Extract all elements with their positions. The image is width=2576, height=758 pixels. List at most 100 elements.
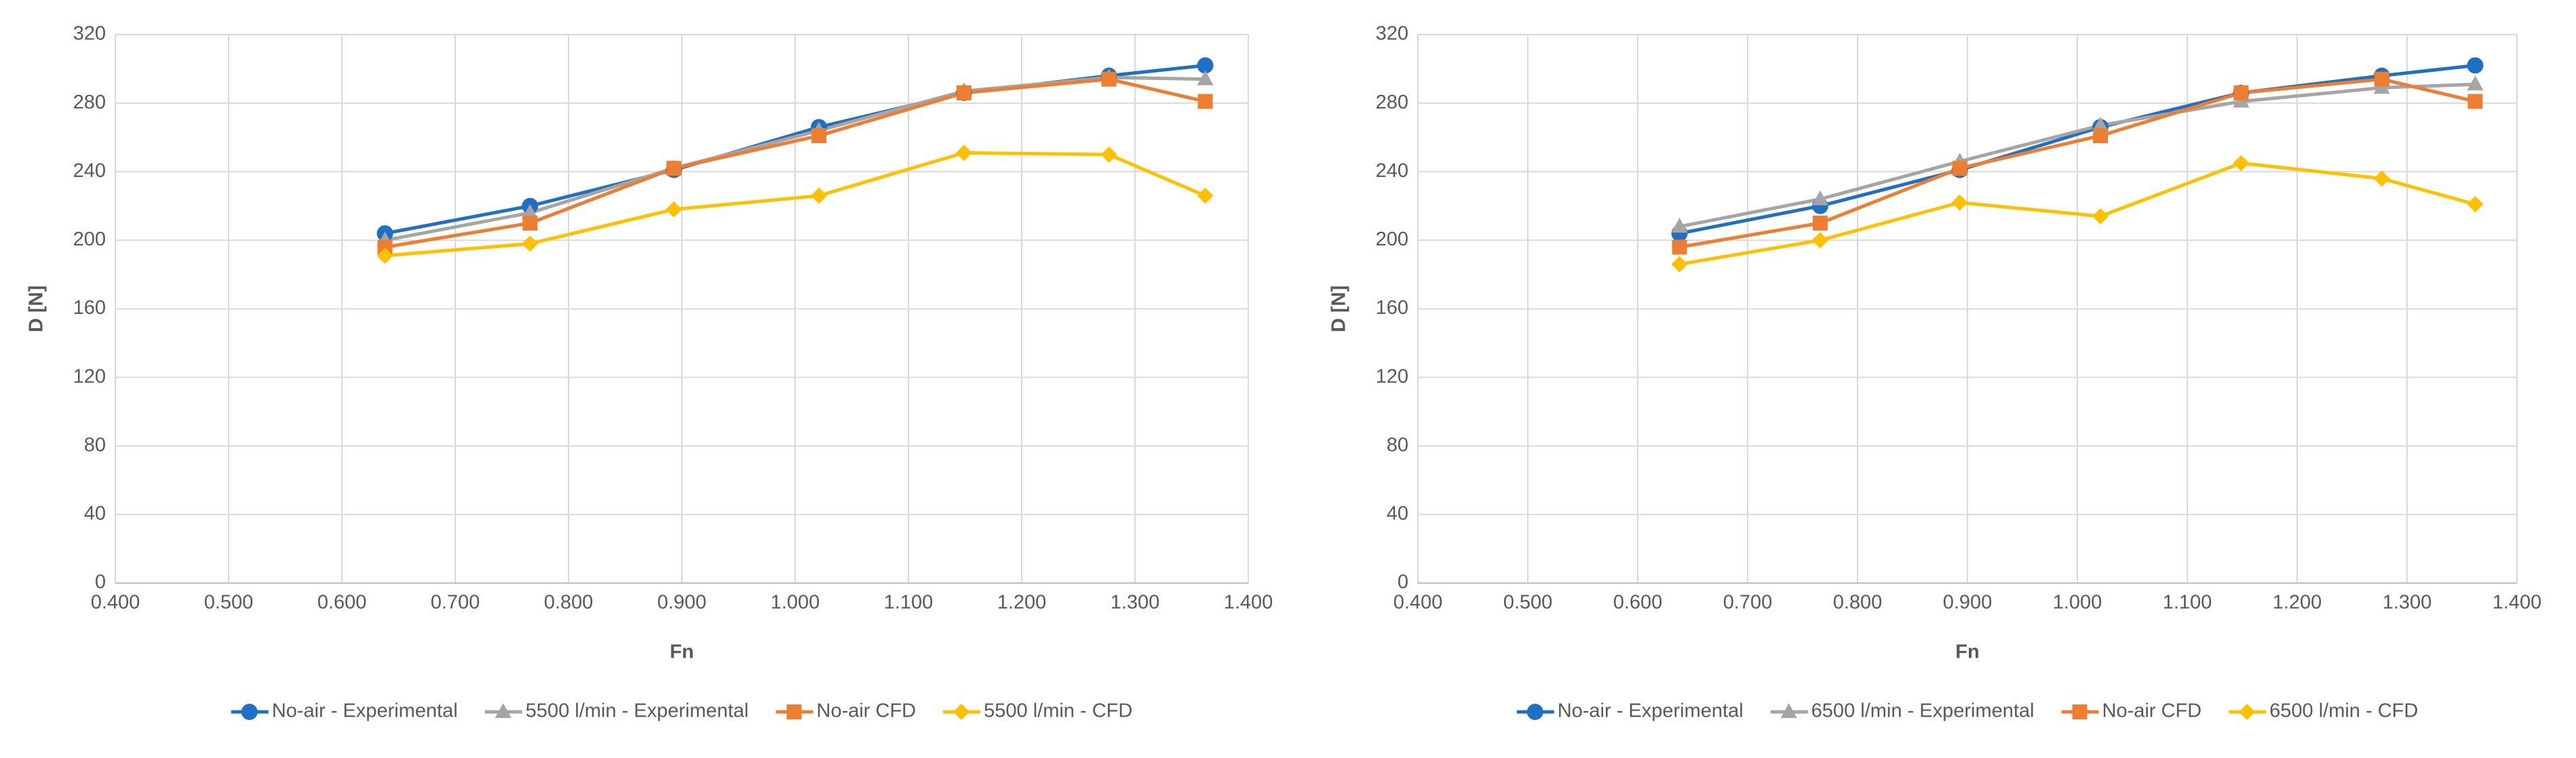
legend-item: 5500 l/min - Experimental	[484, 700, 749, 722]
marker	[955, 144, 972, 161]
x-tick-label: 0.500	[1503, 592, 1553, 614]
marker	[2467, 57, 2484, 74]
marker	[377, 239, 393, 255]
marker	[522, 235, 539, 252]
x-axis-title: Fn	[670, 641, 693, 663]
x-axis-title: Fn	[1955, 641, 1979, 663]
x-tick-label: 1.300	[2383, 592, 2432, 614]
marker	[2467, 75, 2484, 91]
y-tick-label: 40	[1387, 503, 1408, 525]
y-tick-label: 320	[73, 23, 106, 45]
marker	[2233, 85, 2249, 100]
marker	[1197, 70, 1214, 85]
marker	[1811, 232, 1828, 249]
legend-label: 5500 l/min - Experimental	[526, 700, 749, 722]
marker	[953, 704, 970, 720]
x-tick-label: 1.300	[1111, 592, 1160, 614]
chart: 0 40 80 120 160 200 240 280 320 0.400 0.500 0.600 0.…	[1328, 23, 2542, 722]
marker	[1671, 218, 1688, 233]
marker	[377, 247, 393, 264]
y-tick-label: 80	[84, 434, 106, 456]
legend: No-air - Experimental 6500 l/min - Experi…	[1516, 700, 2418, 722]
marker	[956, 85, 972, 100]
x-tick-label: 0.800	[544, 592, 594, 614]
y-axis-title: D [N]	[26, 285, 47, 332]
marker	[2374, 71, 2389, 87]
x-tick-label: 0.500	[204, 592, 254, 614]
marker	[2092, 207, 2109, 224]
y-tick-label: 240	[1376, 160, 1408, 182]
marker	[2093, 128, 2109, 144]
x-tick-label: 0.700	[431, 592, 480, 614]
y-tick-label: 320	[1376, 23, 1408, 45]
legend-item: No-air CFD	[775, 700, 917, 722]
x-tick-label: 1.100	[884, 592, 934, 614]
y-tick-label: 120	[1376, 365, 1408, 387]
marker	[522, 203, 539, 219]
y-tick-label: 280	[1376, 92, 1408, 113]
marker	[666, 201, 683, 218]
legend-item: No-air - Experimental	[231, 700, 458, 722]
y-tick-label: 160	[73, 297, 106, 319]
x-tick-label: 0.600	[318, 592, 367, 614]
legend-label: 6500 l/min - Experimental	[1811, 700, 2035, 722]
y-tick-label: 160	[1376, 297, 1408, 319]
x-tick-label: 0.900	[1943, 592, 1993, 614]
marker	[241, 704, 258, 720]
marker	[786, 704, 802, 719]
marker	[1101, 71, 1117, 87]
marker	[2467, 94, 2483, 109]
marker	[1811, 190, 1828, 205]
marker	[1197, 187, 1214, 204]
x-tick-label: 0.400	[91, 592, 140, 614]
marker	[1780, 703, 1797, 718]
marker	[1672, 239, 1687, 255]
y-tick-label: 240	[73, 160, 106, 182]
x-tick-label: 1.200	[2273, 592, 2322, 614]
marker	[2092, 116, 2109, 132]
marker	[1100, 146, 1117, 163]
legend-item: 6500 l/min - CFD	[2229, 700, 2418, 722]
x-tick-label: 0.800	[1833, 592, 1883, 614]
marker	[1197, 57, 1214, 74]
legend: No-air - Experimental 5500 l/min - Experi…	[231, 700, 1132, 722]
x-tick-label: 0.900	[657, 592, 707, 614]
legend-label: 6500 l/min - CFD	[2269, 700, 2418, 722]
legend-label: No-air - Experimental	[272, 700, 458, 722]
marker	[2072, 704, 2088, 719]
x-tick-label: 1.400	[1224, 592, 1273, 614]
y-tick-label: 200	[1376, 228, 1408, 250]
y-axis-title: D [N]	[1328, 285, 1350, 332]
x-tick-label: 1.000	[771, 592, 820, 614]
marker	[2239, 704, 2256, 720]
y-tick-label: 120	[73, 365, 106, 387]
legend-label: No-air CFD	[817, 700, 917, 722]
y-tick-label: 0	[1398, 572, 1408, 593]
chart: 0 40 80 120 160 200 240 280 320 0.400 0.500 0.600 0.…	[26, 23, 1273, 722]
y-tick-label: 280	[73, 92, 106, 113]
marker	[811, 187, 828, 204]
legend-item: 6500 l/min - Experimental	[1770, 700, 2035, 722]
marker	[2373, 170, 2390, 187]
x-tick-label: 0.400	[1393, 592, 1443, 614]
marker	[2467, 196, 2484, 213]
marker	[1671, 256, 1688, 273]
y-tick-label: 200	[73, 228, 106, 250]
x-tick-label: 1.400	[2493, 592, 2542, 614]
y-tick-label: 40	[84, 503, 106, 525]
legend-label: No-air - Experimental	[1558, 700, 1744, 722]
x-tick-label: 1.000	[2053, 592, 2102, 614]
legend-label: No-air CFD	[2102, 700, 2202, 722]
marker	[666, 161, 682, 176]
legend-label: 5500 l/min - CFD	[984, 700, 1132, 722]
marker	[1812, 216, 1828, 231]
marker	[1951, 194, 1968, 211]
legend-item: 5500 l/min - CFD	[943, 700, 1132, 722]
legend-item: No-air - Experimental	[1516, 700, 1744, 722]
y-tick-label: 80	[1387, 434, 1408, 456]
x-tick-label: 0.700	[1723, 592, 1773, 614]
x-tick-label: 1.100	[2163, 592, 2212, 614]
x-tick-label: 0.600	[1613, 592, 1663, 614]
marker	[2233, 155, 2250, 172]
